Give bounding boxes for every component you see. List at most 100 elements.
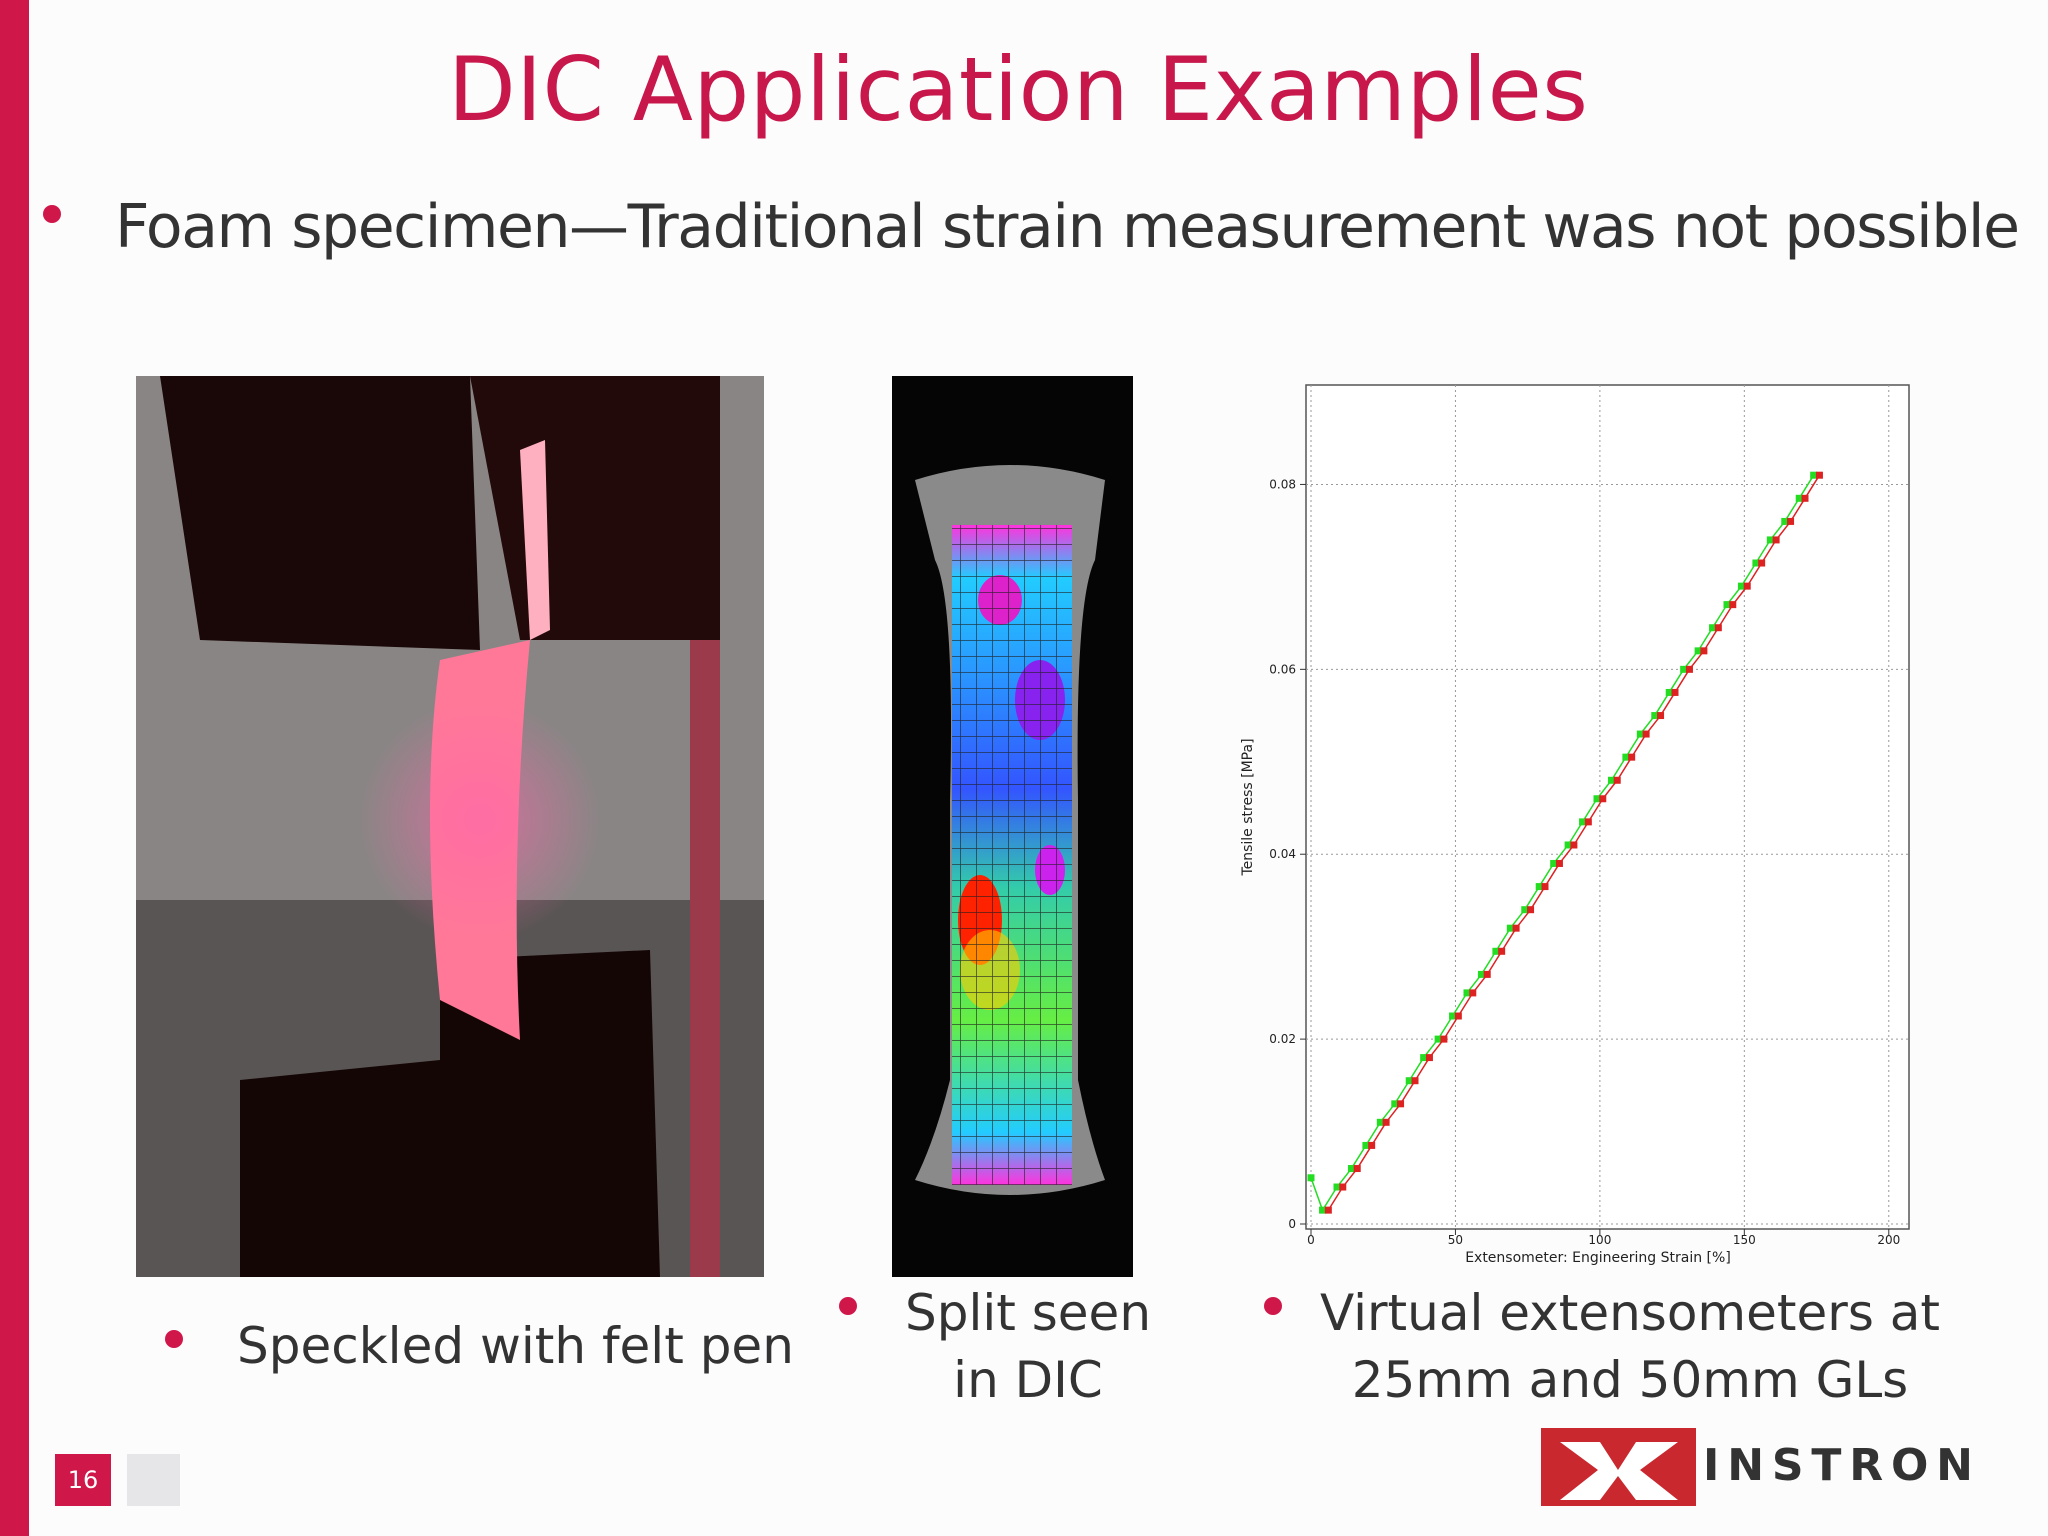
caption: in DIC <box>953 1351 1103 1409</box>
title: DIC Application Examples <box>448 38 1588 141</box>
y-tick-label: 0.02 <box>1269 1032 1296 1046</box>
data-point <box>1743 582 1751 590</box>
x-tick-label: 100 <box>1588 1233 1611 1247</box>
data-point <box>1324 1206 1332 1214</box>
data-point <box>1477 970 1485 978</box>
y-tick-label: 0 <box>1288 1217 1296 1231</box>
data-point <box>1492 947 1500 955</box>
data-point <box>1607 776 1615 784</box>
data-point <box>1729 601 1737 609</box>
data-point <box>1636 730 1644 738</box>
data-point <box>1411 1077 1419 1085</box>
data-point <box>1772 536 1780 544</box>
data-point <box>1362 1141 1370 1149</box>
bullet-dot <box>43 205 61 223</box>
data-point <box>1680 665 1688 673</box>
data-point <box>1613 776 1621 784</box>
data-point <box>1781 517 1789 525</box>
data-point <box>1425 1054 1433 1062</box>
data-point <box>1527 906 1535 914</box>
x-tick-label: 50 <box>1448 1233 1463 1247</box>
x-axis-label: Extensometer: Engineering Strain [%] <box>1465 1250 1731 1266</box>
data-point <box>1579 818 1587 826</box>
data-point <box>1555 859 1563 867</box>
caption: Virtual extensometers at <box>1320 1284 1940 1342</box>
data-point <box>1694 647 1702 655</box>
data-point <box>1368 1141 1376 1149</box>
y-tick-label: 0.08 <box>1269 477 1296 491</box>
logo-text: INSTRON <box>1703 1440 1973 1491</box>
data-point <box>1319 1206 1327 1214</box>
data-point <box>1420 1054 1428 1062</box>
data-point <box>1382 1118 1390 1126</box>
data-point <box>1700 647 1708 655</box>
y-axis-label: Tensile stress [MPa] <box>1240 738 1256 876</box>
data-point <box>1642 730 1650 738</box>
caption: Split seen <box>905 1284 1151 1342</box>
data-point <box>1570 841 1578 849</box>
data-point <box>1651 712 1659 720</box>
data-point <box>1622 753 1630 761</box>
data-point <box>1550 859 1558 867</box>
data-point <box>1376 1118 1384 1126</box>
data-point <box>1506 924 1514 932</box>
data-point <box>1801 494 1809 502</box>
data-point <box>1714 624 1722 632</box>
data-point <box>1599 795 1607 803</box>
x-tick-label: 0 <box>1307 1233 1315 1247</box>
data-point <box>1333 1183 1341 1191</box>
data-point <box>1339 1183 1347 1191</box>
data-point <box>1671 688 1679 696</box>
data-point <box>1397 1100 1405 1108</box>
data-point <box>1512 924 1520 932</box>
data-point <box>1810 471 1818 479</box>
bullet-text: Foam specimen—Traditional strain measure… <box>115 192 2020 262</box>
data-point <box>1405 1077 1413 1085</box>
chart-frame <box>1305 384 1910 1230</box>
dic-image <box>892 376 1133 1277</box>
data-point <box>1709 624 1717 632</box>
data-point <box>1454 1012 1462 1020</box>
caption: 25mm and 50mm GLs <box>1352 1351 1908 1409</box>
data-point <box>1391 1100 1399 1108</box>
data-point <box>1787 517 1795 525</box>
slide-number: 16 <box>68 1466 99 1494</box>
data-point <box>1628 753 1636 761</box>
data-point <box>1766 536 1774 544</box>
x-tick-label: 150 <box>1733 1233 1756 1247</box>
data-point <box>1449 1012 1457 1020</box>
data-point <box>1483 970 1491 978</box>
y-tick-label: 0.04 <box>1269 847 1296 861</box>
bullet-dot <box>839 1297 857 1315</box>
data-point <box>1463 989 1471 997</box>
data-point <box>1737 582 1745 590</box>
logo: INSTRON <box>1541 1428 1973 1506</box>
data-point <box>1440 1035 1448 1043</box>
data-point <box>1752 559 1760 567</box>
caption: Speckled with felt pen <box>237 1317 794 1375</box>
x-tick-label: 200 <box>1877 1233 1900 1247</box>
side-bar <box>0 0 29 1536</box>
data-point <box>1469 989 1477 997</box>
data-point <box>1584 818 1592 826</box>
bullet-dot <box>165 1330 183 1348</box>
data-point <box>1685 665 1693 673</box>
data-point <box>1535 883 1543 891</box>
data-point <box>1541 883 1549 891</box>
data-point <box>1657 712 1665 720</box>
data-point <box>1758 559 1766 567</box>
data-point <box>1307 1174 1315 1182</box>
data-point <box>1521 906 1529 914</box>
y-tick-label: 0.06 <box>1269 662 1296 676</box>
footer-box <box>127 1454 180 1506</box>
data-point <box>1347 1165 1355 1173</box>
data-point <box>1434 1035 1442 1043</box>
data-point <box>1723 601 1731 609</box>
data-point <box>1815 471 1823 479</box>
data-point <box>1498 947 1506 955</box>
data-point <box>1795 494 1803 502</box>
data-point <box>1593 795 1601 803</box>
data-point <box>1665 688 1673 696</box>
data-point <box>1353 1165 1361 1173</box>
